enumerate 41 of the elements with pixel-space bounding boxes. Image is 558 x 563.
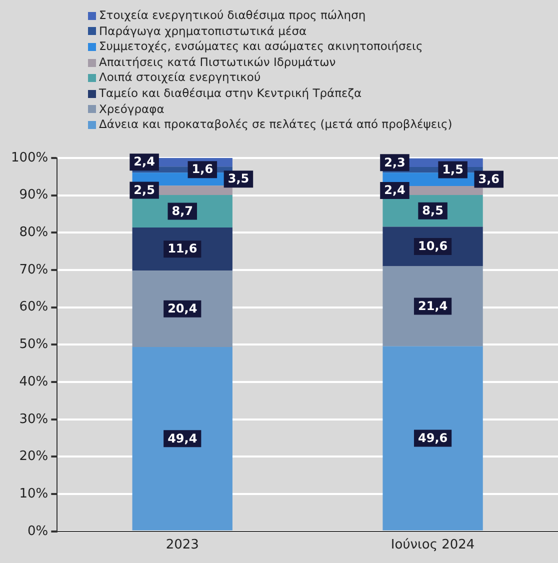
y-tick-label: 70%	[19, 262, 48, 278]
bar	[382, 346, 483, 530]
y-tick-label: 60%	[19, 300, 48, 315]
y-tick-label: 30%	[19, 412, 48, 427]
data-label: 21,4	[418, 298, 448, 313]
legend-label: Απαιτήσεις κατά Πιστωτικών Ιδρυμάτων	[99, 54, 336, 70]
data-label: 10,6	[418, 239, 448, 254]
legend-label: Ταμείο και διαθέσιμα στην Κεντρική Τράπεζα	[99, 86, 362, 102]
y-tick-label: 50%	[19, 337, 48, 352]
data-label: 20,4	[168, 301, 198, 316]
x-tick-label: Ιούνιος 2024	[390, 538, 475, 553]
data-label: 8,5	[422, 203, 444, 218]
bar	[382, 266, 483, 346]
data-label: 49,4	[168, 431, 198, 446]
data-label: 49,6	[418, 430, 448, 445]
y-tick-label: 90%	[19, 188, 48, 203]
data-label: 2,5	[134, 182, 155, 197]
y-tick-label: 10%	[19, 486, 48, 502]
data-label: 2,4	[384, 183, 406, 198]
legend-label: Λοιπά στοιχεία ενεργητικού	[99, 70, 261, 86]
legend-label: Χρεόγραφα	[99, 102, 164, 118]
bar	[132, 346, 232, 530]
data-label: 1,6	[192, 162, 214, 176]
legend-label: Παράγωγα χρηματοπιστωτικά μέσα	[99, 24, 307, 40]
legend-label: Δάνεια και προκαταβολές σε πελάτες (μετά από προβλέψεις)	[99, 117, 452, 133]
y-tick-label: 20%	[19, 449, 48, 464]
bar	[132, 270, 232, 347]
data-label: 2,4	[134, 154, 155, 169]
data-label: 3,5	[228, 172, 250, 186]
y-tick-label: 80%	[19, 225, 48, 240]
legend-label: Συμμετοχές, ενσώματες και ασώματες ακινητοποιήσεις	[99, 39, 423, 55]
y-tick-label: 40%	[19, 374, 48, 390]
legend-label: Στοιχεία ενεργητικού διαθέσιμα προς πώληση	[99, 8, 366, 24]
data-label: 11,6	[168, 242, 198, 256]
data-label: 1,5	[442, 162, 464, 176]
data-label: 8,7	[172, 204, 194, 218]
x-tick-label: 2023	[166, 538, 199, 553]
y-tick-label: 0%	[28, 524, 48, 539]
data-label: 2,3	[384, 155, 406, 170]
data-label: 3,6	[478, 172, 500, 186]
y-tick-label: 100%	[10, 150, 48, 166]
